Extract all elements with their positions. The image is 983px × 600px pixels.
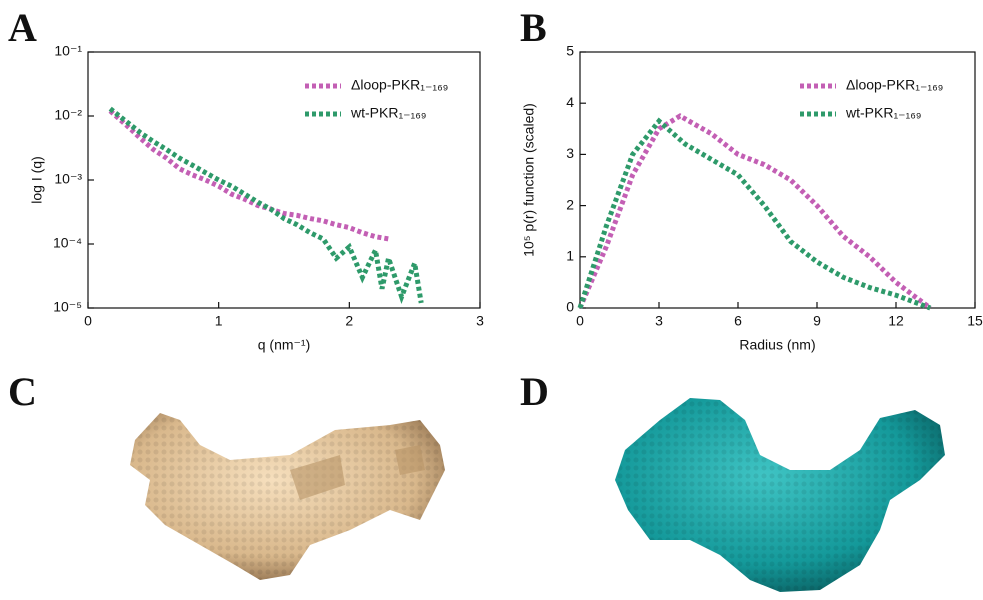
panel-label: A [8, 5, 37, 50]
x-tick-label: 2 [345, 313, 353, 329]
panel-label: D [520, 369, 549, 414]
legend-label: Δloop-PKR₁₋₁₆₉ [846, 77, 943, 93]
y-tick-label: 10⁻⁴ [53, 235, 82, 251]
panel-label: B [520, 5, 547, 50]
panel-label: C [8, 369, 37, 414]
data-line [580, 121, 930, 308]
data-line [110, 111, 388, 239]
x-tick-label: 12 [888, 313, 904, 329]
y-tick-label: 0 [566, 299, 574, 315]
surface-model-c [130, 413, 445, 580]
x-tick-label: 3 [655, 313, 663, 329]
y-tick-label: 5 [566, 43, 574, 59]
x-tick-label: 1 [215, 313, 223, 329]
data-line [110, 109, 421, 303]
x-axis-label: q (nm⁻¹) [258, 337, 311, 353]
legend-label: Δloop-PKR₁₋₁₆₉ [351, 77, 448, 93]
y-axis-label: log I (q) [29, 156, 45, 203]
x-tick-label: 15 [967, 313, 983, 329]
y-axis-label: 10⁵ p(r) function (scaled) [521, 103, 537, 257]
legend-label: wt-PKR₁₋₁₆₉ [350, 105, 426, 121]
y-tick-label: 10⁻² [54, 107, 82, 123]
y-tick-label: 3 [566, 145, 574, 161]
figure: C D A012310⁻⁵10⁻⁴10⁻³10⁻²10⁻¹q (nm⁻¹)log… [0, 0, 983, 600]
x-tick-label: 0 [84, 313, 92, 329]
x-tick-label: 0 [576, 313, 584, 329]
data-line [580, 116, 930, 308]
legend-label: wt-PKR₁₋₁₆₉ [845, 105, 921, 121]
x-tick-label: 3 [476, 313, 484, 329]
y-tick-label: 1 [566, 248, 574, 264]
y-tick-label: 10⁻³ [54, 171, 82, 187]
y-tick-label: 2 [566, 196, 574, 212]
surface-model-d [615, 398, 945, 592]
y-tick-label: 10⁻⁵ [53, 299, 82, 315]
x-tick-label: 6 [734, 313, 742, 329]
x-axis-label: Radius (nm) [739, 337, 815, 353]
y-tick-label: 4 [566, 94, 574, 110]
y-tick-label: 10⁻¹ [54, 43, 82, 59]
x-tick-label: 9 [813, 313, 821, 329]
